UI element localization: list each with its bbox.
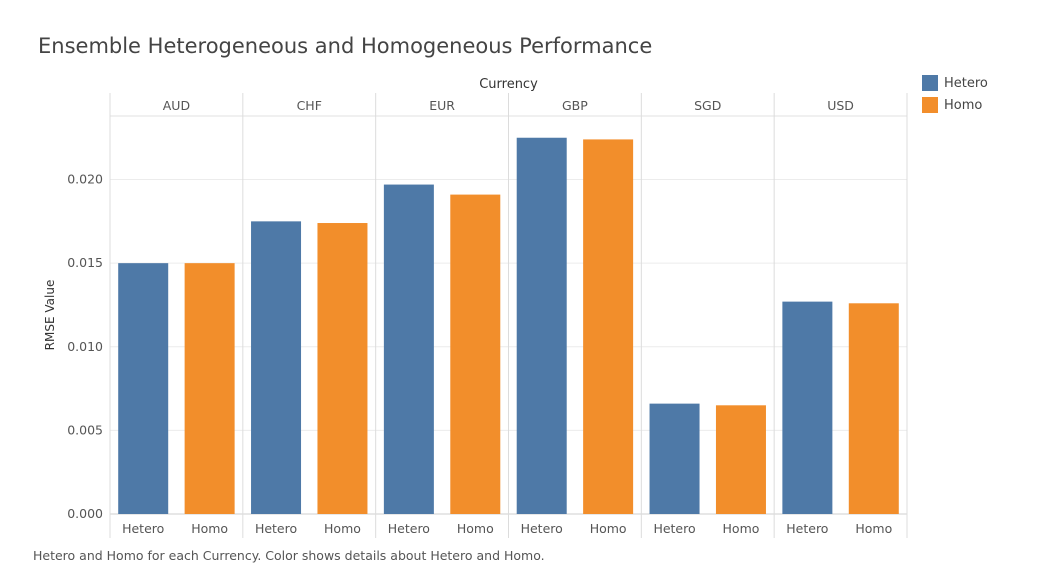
- legend-label-hetero: Hetero: [944, 75, 988, 91]
- category-header: USD: [827, 98, 854, 113]
- bar: [782, 301, 833, 514]
- bar: [450, 194, 501, 515]
- x-tick-label: Homo: [855, 521, 892, 536]
- x-tick-label: Hetero: [122, 521, 164, 536]
- x-tick-label: Homo: [457, 521, 494, 536]
- bar: [251, 221, 302, 514]
- y-tick-label: 0.015: [67, 255, 103, 270]
- x-tick-label: Homo: [590, 521, 627, 536]
- legend: Hetero Homo: [922, 74, 988, 118]
- category-header: EUR: [429, 98, 455, 113]
- y-tick-label: 0.020: [67, 172, 103, 187]
- legend-swatch-hetero: [922, 75, 938, 91]
- bar: [118, 263, 169, 514]
- category-header: SGD: [694, 98, 721, 113]
- x-tick-label: Hetero: [653, 521, 695, 536]
- category-header: CHF: [297, 98, 322, 113]
- bar: [649, 403, 700, 514]
- y-axis-label: RMSE Value: [43, 280, 57, 351]
- bar: [184, 263, 235, 514]
- x-tick-label: Hetero: [255, 521, 297, 536]
- bar: [715, 405, 766, 514]
- bar: [848, 303, 899, 514]
- legend-item-hetero[interactable]: Hetero: [922, 74, 988, 92]
- column-header: Currency: [479, 77, 538, 92]
- x-tick-label: Hetero: [786, 521, 828, 536]
- x-tick-label: Homo: [191, 521, 228, 536]
- legend-item-homo[interactable]: Homo: [922, 96, 988, 114]
- y-tick-label: 0.010: [67, 339, 103, 354]
- y-tick-label: 0.005: [67, 422, 103, 437]
- bar: [317, 223, 368, 514]
- bar: [383, 184, 434, 514]
- y-tick-label: 0.000: [67, 506, 103, 521]
- bar: [583, 139, 634, 515]
- chart-caption: Hetero and Homo for each Currency. Color…: [33, 548, 545, 563]
- category-header: GBP: [562, 98, 588, 113]
- category-header: AUD: [163, 98, 190, 113]
- x-tick-label: Homo: [324, 521, 361, 536]
- x-tick-label: Homo: [723, 521, 760, 536]
- x-tick-label: Hetero: [521, 521, 563, 536]
- bar: [516, 137, 567, 514]
- x-tick-label: Hetero: [388, 521, 430, 536]
- legend-label-homo: Homo: [944, 97, 983, 113]
- chart-title: Ensemble Heterogeneous and Homogeneous P…: [38, 34, 653, 58]
- legend-swatch-homo: [922, 97, 938, 113]
